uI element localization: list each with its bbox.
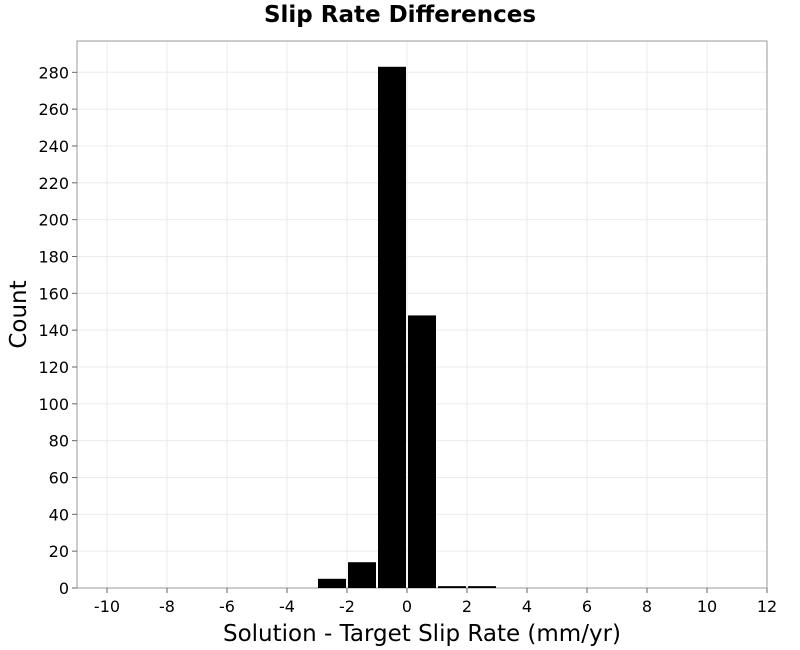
y-tick-label: 100 bbox=[38, 395, 69, 414]
y-tick-label: 0 bbox=[59, 579, 69, 598]
histogram-bar bbox=[318, 578, 346, 588]
y-tick-label: 180 bbox=[38, 247, 69, 266]
x-tick-label: -2 bbox=[339, 597, 355, 616]
y-axis-title: Count bbox=[6, 280, 32, 348]
x-tick-label: -10 bbox=[94, 597, 120, 616]
y-tick-label: 260 bbox=[38, 100, 69, 119]
histogram-bar bbox=[348, 562, 376, 588]
y-tick-label: 240 bbox=[38, 137, 69, 156]
y-tick-label: 160 bbox=[38, 284, 69, 303]
histogram-bar bbox=[408, 315, 436, 588]
y-tick-label: 140 bbox=[38, 321, 69, 340]
y-tick-label: 220 bbox=[38, 174, 69, 193]
x-axis-title: Solution - Target Slip Rate (mm/yr) bbox=[223, 621, 621, 647]
histogram-bar bbox=[378, 66, 406, 588]
x-tick-label: 4 bbox=[522, 597, 532, 616]
bars bbox=[318, 66, 496, 588]
axes: -10 -8 -6 -4 -2 0 2 4 6 8 10 1202040608010012014016… bbox=[38, 63, 777, 616]
y-tick-label: 20 bbox=[49, 542, 69, 561]
x-tick-label: 0 bbox=[402, 597, 412, 616]
chart-title: Slip Rate Differences bbox=[263, 2, 537, 28]
histogram-bar bbox=[438, 586, 466, 588]
x-tick-label: -6 bbox=[219, 597, 235, 616]
y-tick-label: 120 bbox=[38, 358, 69, 377]
x-tick-label: 2 bbox=[462, 597, 472, 616]
y-tick-label: 40 bbox=[49, 505, 69, 524]
histogram-bar bbox=[468, 586, 496, 588]
y-tick-label: 280 bbox=[38, 63, 69, 82]
x-tick-label: 12 bbox=[757, 597, 777, 616]
y-tick-label: 60 bbox=[49, 468, 69, 487]
x-tick-label: -4 bbox=[279, 597, 295, 616]
x-tick-label: 10 bbox=[697, 597, 717, 616]
y-tick-label: 80 bbox=[49, 432, 69, 451]
y-tick-label: 200 bbox=[38, 211, 69, 230]
x-tick-label: 6 bbox=[582, 597, 592, 616]
x-tick-label: -8 bbox=[159, 597, 175, 616]
x-tick-label: 8 bbox=[642, 597, 652, 616]
